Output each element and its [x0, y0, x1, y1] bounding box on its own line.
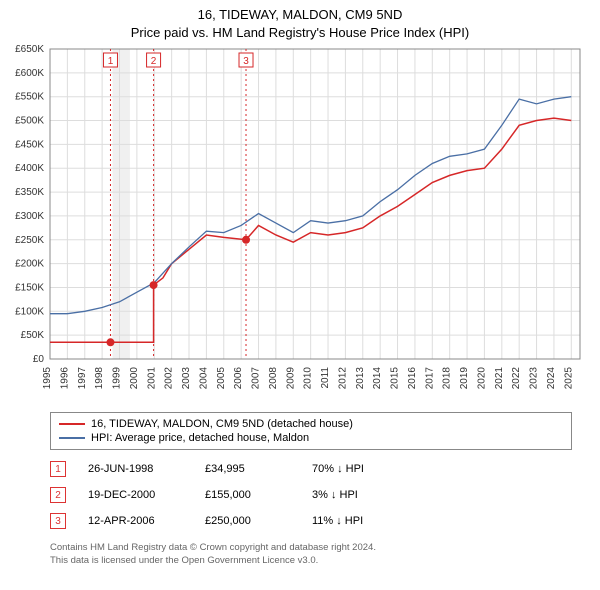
event-marker-icon: 1 — [50, 461, 66, 477]
svg-text:2005: 2005 — [216, 367, 227, 390]
svg-text:£350K: £350K — [15, 187, 44, 198]
event-price: £34,995 — [205, 463, 290, 475]
svg-text:2024: 2024 — [546, 367, 557, 390]
svg-text:1995: 1995 — [42, 367, 53, 390]
svg-text:£550K: £550K — [15, 92, 44, 103]
svg-text:2016: 2016 — [407, 367, 418, 390]
svg-text:2021: 2021 — [494, 367, 505, 390]
svg-text:2019: 2019 — [459, 367, 470, 390]
title-line1: 16, TIDEWAY, MALDON, CM9 5ND — [0, 6, 600, 24]
svg-text:2009: 2009 — [285, 367, 296, 390]
svg-text:2010: 2010 — [303, 367, 314, 390]
event-delta: 11% ↓ HPI — [312, 515, 402, 527]
event-marker-icon: 2 — [50, 487, 66, 503]
page-root: { "title": { "line1": "16, TIDEWAY, MALD… — [0, 0, 600, 590]
svg-text:£400K: £400K — [15, 163, 44, 174]
svg-text:2: 2 — [151, 56, 157, 67]
legend-swatch-0 — [59, 423, 85, 425]
svg-text:£450K: £450K — [15, 139, 44, 150]
event-price: £250,000 — [205, 515, 290, 527]
svg-text:2006: 2006 — [233, 367, 244, 390]
svg-text:2007: 2007 — [251, 367, 262, 390]
svg-text:1997: 1997 — [77, 367, 88, 390]
event-row: 1 26-JUN-1998 £34,995 70% ↓ HPI — [50, 456, 572, 482]
svg-text:£100K: £100K — [15, 306, 44, 317]
svg-text:2014: 2014 — [372, 367, 383, 390]
svg-text:£150K: £150K — [15, 283, 44, 294]
svg-text:2004: 2004 — [198, 367, 209, 390]
event-date: 19-DEC-2000 — [88, 489, 183, 501]
svg-text:£300K: £300K — [15, 211, 44, 222]
chart-area: £0 £50K £100K £150K £200K £250K £300K £350K £400… — [0, 41, 600, 406]
event-row: 3 12-APR-2006 £250,000 11% ↓ HPI — [50, 508, 572, 534]
svg-text:1999: 1999 — [112, 367, 123, 390]
svg-text:£600K: £600K — [15, 68, 44, 79]
svg-text:2017: 2017 — [424, 367, 435, 390]
legend-label-1: HPI: Average price, detached house, Mald… — [91, 432, 309, 444]
legend: 16, TIDEWAY, MALDON, CM9 5ND (detached h… — [50, 412, 572, 450]
event-marker-icon: 3 — [50, 513, 66, 529]
svg-text:2015: 2015 — [390, 367, 401, 390]
svg-text:1996: 1996 — [59, 367, 70, 390]
events-table: 1 26-JUN-1998 £34,995 70% ↓ HPI 2 19-DEC… — [50, 456, 572, 534]
svg-text:2013: 2013 — [355, 367, 366, 390]
event-delta: 3% ↓ HPI — [312, 489, 402, 501]
svg-text:2000: 2000 — [129, 367, 140, 390]
svg-text:2003: 2003 — [181, 367, 192, 390]
svg-text:1998: 1998 — [94, 367, 105, 390]
legend-label-0: 16, TIDEWAY, MALDON, CM9 5ND (detached h… — [91, 418, 353, 430]
svg-text:2002: 2002 — [164, 367, 175, 390]
svg-text:2008: 2008 — [268, 367, 279, 390]
event-date: 12-APR-2006 — [88, 515, 183, 527]
svg-text:£50K: £50K — [21, 330, 45, 341]
footer-line: This data is licensed under the Open Gov… — [50, 555, 572, 568]
svg-text:2012: 2012 — [337, 367, 348, 390]
event-row: 2 19-DEC-2000 £155,000 3% ↓ HPI — [50, 482, 572, 508]
svg-text:2020: 2020 — [476, 367, 487, 390]
title-line2: Price paid vs. HM Land Registry's House … — [0, 24, 600, 42]
event-price: £155,000 — [205, 489, 290, 501]
footer-attribution: Contains HM Land Registry data © Crown c… — [50, 542, 572, 568]
svg-text:2018: 2018 — [442, 367, 453, 390]
svg-text:2001: 2001 — [146, 367, 157, 390]
svg-text:£650K: £650K — [15, 44, 44, 55]
chart-svg: £0 £50K £100K £150K £200K £250K £300K £350K £400… — [0, 41, 600, 401]
svg-text:2011: 2011 — [320, 367, 331, 389]
svg-text:£0: £0 — [33, 354, 45, 365]
event-delta: 70% ↓ HPI — [312, 463, 402, 475]
svg-text:£250K: £250K — [15, 235, 44, 246]
svg-text:1: 1 — [108, 56, 114, 67]
svg-text:2025: 2025 — [563, 367, 574, 390]
legend-swatch-1 — [59, 437, 85, 439]
svg-text:£500K: £500K — [15, 116, 44, 127]
svg-text:3: 3 — [243, 56, 249, 67]
footer-line: Contains HM Land Registry data © Crown c… — [50, 542, 572, 555]
event-date: 26-JUN-1998 — [88, 463, 183, 475]
svg-text:£200K: £200K — [15, 259, 44, 270]
svg-text:2023: 2023 — [529, 367, 540, 390]
legend-row: HPI: Average price, detached house, Mald… — [59, 431, 563, 445]
svg-text:2022: 2022 — [511, 367, 522, 390]
chart-title: 16, TIDEWAY, MALDON, CM9 5ND Price paid … — [0, 0, 600, 41]
legend-row: 16, TIDEWAY, MALDON, CM9 5ND (detached h… — [59, 417, 563, 431]
